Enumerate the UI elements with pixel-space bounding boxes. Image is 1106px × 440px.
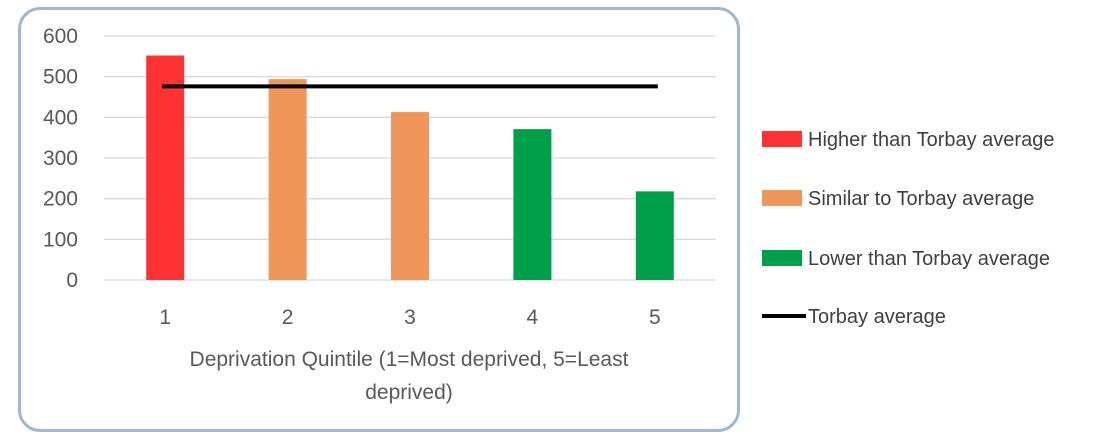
y-tick-label: 200 <box>43 188 78 211</box>
y-tick-label: 500 <box>43 66 78 89</box>
y-tick-label: 100 <box>43 228 78 251</box>
x-tick-label: 5 <box>649 306 661 329</box>
y-tick-label: 600 <box>43 25 78 48</box>
legend-swatch <box>762 250 802 266</box>
y-tick-label: 400 <box>43 106 78 129</box>
legend-swatch <box>762 131 802 147</box>
x-axis-ticks: 1 2 3 4 5 <box>159 306 660 329</box>
legend-label: Lower than Torbay average <box>808 248 1050 270</box>
x-tick-label: 4 <box>527 306 539 329</box>
x-tick-label: 2 <box>282 306 294 329</box>
legend-label: Similar to Torbay average <box>808 188 1034 210</box>
x-axis-title-line-1: Deprivation Quintile (1=Most deprived, 5… <box>190 348 629 371</box>
y-axis-ticks: 0 100 200 300 400 500 600 <box>43 25 78 292</box>
x-tick-label: 3 <box>404 306 416 329</box>
y-tick-label: 300 <box>43 147 78 170</box>
legend-label: Torbay average <box>808 306 946 328</box>
bars <box>146 56 674 280</box>
bar-quintile-2 <box>269 79 307 280</box>
bar-quintile-1 <box>146 56 184 280</box>
legend: Higher than Torbay average Similar to Tor… <box>762 129 1054 328</box>
bar-quintile-4 <box>513 129 551 280</box>
bar-quintile-5 <box>636 191 674 280</box>
x-axis-title-line-2: deprived) <box>365 381 453 404</box>
x-axis-title: Deprivation Quintile (1=Most deprived, 5… <box>190 348 629 404</box>
legend-label: Higher than Torbay average <box>808 129 1054 151</box>
x-tick-label: 1 <box>159 306 171 329</box>
legend-swatch <box>762 190 802 206</box>
bar-quintile-3 <box>391 112 429 280</box>
y-tick-label: 0 <box>66 269 78 292</box>
